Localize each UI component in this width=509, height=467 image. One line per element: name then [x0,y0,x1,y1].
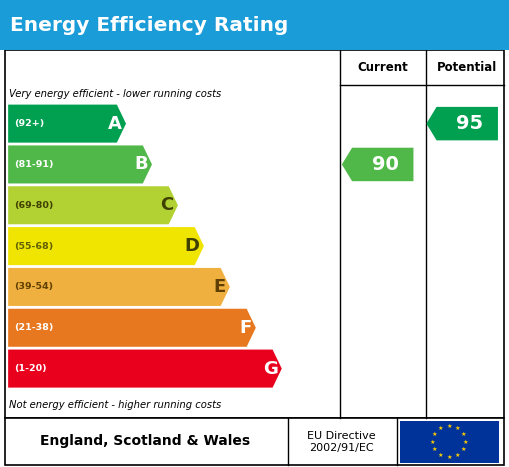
Text: F: F [239,319,252,337]
Text: ★: ★ [438,453,444,458]
Text: ★: ★ [455,453,460,458]
Text: ★: ★ [432,432,438,437]
Polygon shape [8,145,152,184]
Text: Current: Current [357,62,408,74]
Text: England, Scotland & Wales: England, Scotland & Wales [40,434,250,448]
Text: B: B [134,156,148,173]
Text: A: A [108,114,122,133]
Text: (92+): (92+) [14,119,44,128]
Text: ★: ★ [446,424,452,429]
Text: (39-54): (39-54) [14,283,53,291]
Text: (1-20): (1-20) [14,364,47,373]
Polygon shape [8,227,204,265]
Text: (55-68): (55-68) [14,241,53,251]
Text: ★: ★ [432,447,438,452]
Text: ★: ★ [461,447,466,452]
Text: Very energy efficient - lower running costs: Very energy efficient - lower running co… [9,89,221,99]
Text: 2002/91/EC: 2002/91/EC [309,443,373,453]
Text: (69-80): (69-80) [14,201,53,210]
Text: Potential: Potential [437,62,497,74]
Text: (81-91): (81-91) [14,160,54,169]
Bar [5,418,504,465]
Text: Energy Efficiency Rating: Energy Efficiency Rating [10,16,289,35]
Text: C: C [161,196,174,214]
Polygon shape [8,350,282,388]
Text: ★: ★ [455,426,460,431]
Text: (21-38): (21-38) [14,323,53,332]
Polygon shape [8,268,230,306]
Text: G: G [263,360,278,378]
Text: 95: 95 [456,114,484,133]
Text: D: D [185,237,200,255]
Text: 90: 90 [372,155,399,174]
Bar [400,421,499,463]
Text: ★: ★ [461,432,466,437]
Text: Not energy efficient - higher running costs: Not energy efficient - higher running co… [9,400,221,410]
Text: EU Directive: EU Directive [307,431,375,441]
Polygon shape [342,148,413,181]
Polygon shape [8,186,178,224]
Text: ★: ★ [446,455,452,460]
Bar [5,50,504,418]
Bar [0,0,509,50]
Text: ★: ★ [438,426,444,431]
Text: ★: ★ [463,439,469,445]
Polygon shape [8,105,126,142]
Polygon shape [427,107,498,141]
Polygon shape [8,309,256,347]
Text: ★: ★ [430,439,435,445]
Text: E: E [213,278,226,296]
